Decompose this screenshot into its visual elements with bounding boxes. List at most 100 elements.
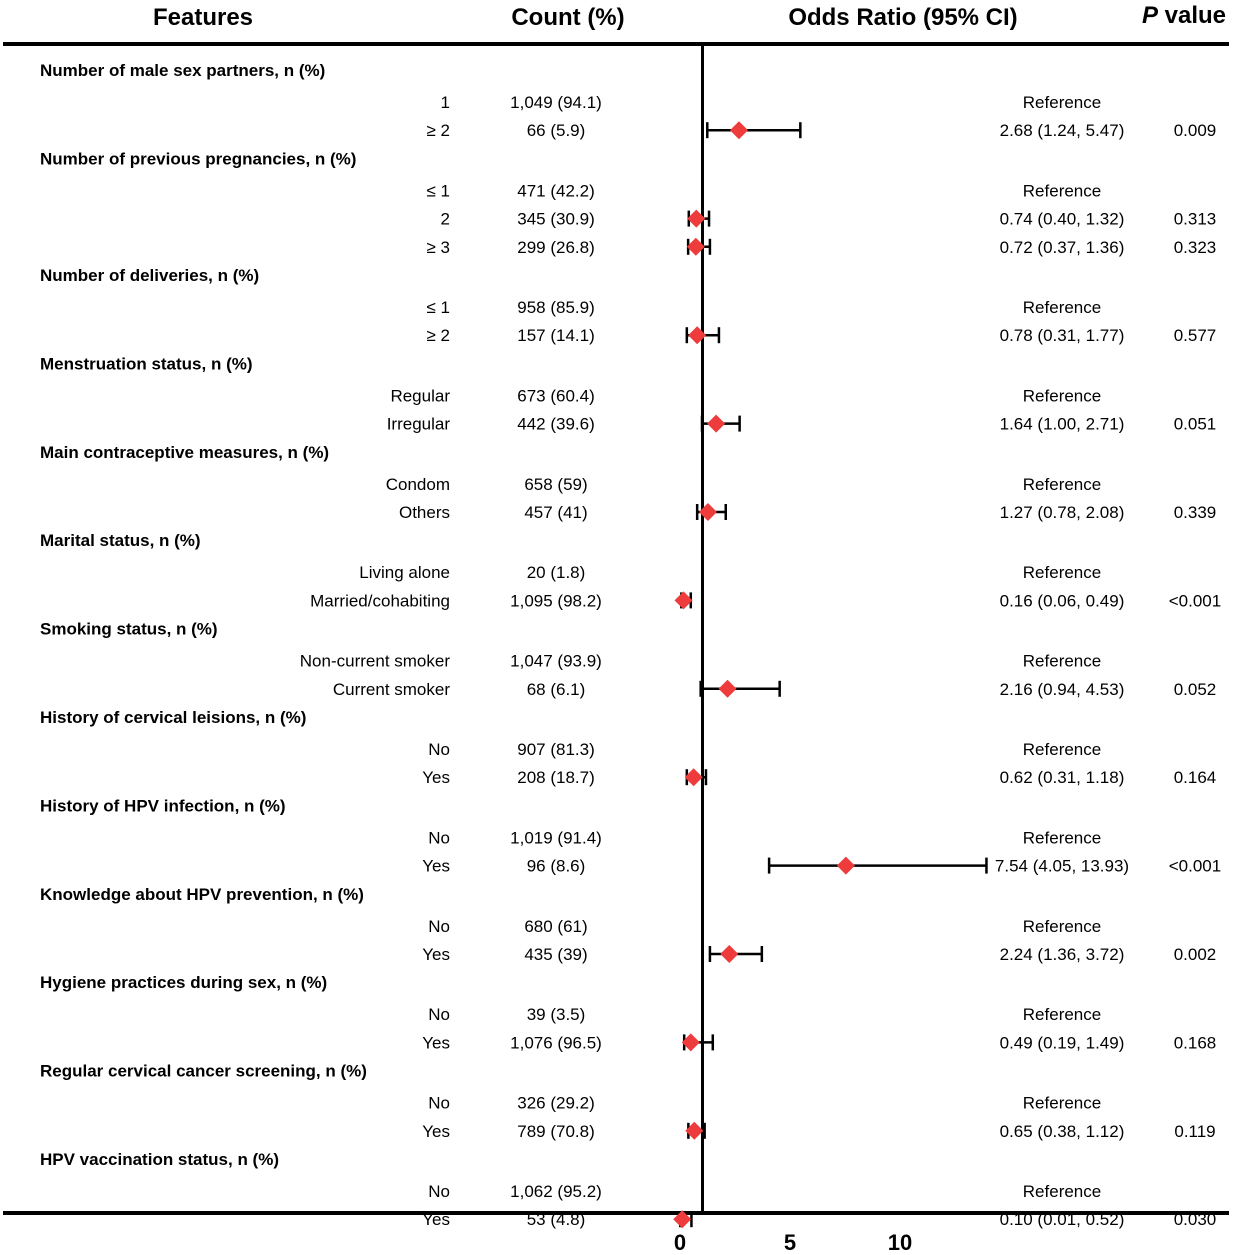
row-count: 1,049 (94.1) [510,93,602,112]
x-tick-label: 0 [674,1230,686,1255]
row-count: 1,076 (96.5) [510,1033,602,1052]
header-p-value: P value [1142,2,1226,29]
row-count: 457 (41) [524,503,587,522]
row-level: ≥ 2 [426,121,450,140]
row-level: ≤ 1 [426,298,450,317]
row-level: Yes [422,857,450,876]
row-odds-ratio: 0.72 (0.37, 1.36) [1000,238,1125,257]
point-estimate [720,945,739,963]
row-p-value: 0.119 [1174,1122,1215,1141]
row-level: No [428,1094,450,1113]
row-p-value: 0.051 [1174,415,1217,434]
x-tick-label: 10 [888,1230,912,1255]
group-label: Regular cervical cancer screening, n (%) [40,1062,367,1081]
row-p-value: <0.001 [1169,857,1221,876]
row-level: Regular [390,386,450,405]
header-count: Count (%) [511,4,624,31]
row-level: 2 [441,210,450,229]
row-count: 907 (81.3) [517,740,595,759]
row-count: 39 (3.5) [527,1005,586,1024]
header-p-suffix: value [1158,2,1226,29]
row-odds-ratio: 0.49 (0.19, 1.49) [1000,1033,1125,1052]
x-axis: 0 5 10 [674,1230,912,1255]
row-p-value: 0.323 [1174,238,1217,257]
row-count: 435 (39) [524,945,587,964]
point-estimate [718,679,737,698]
forest-rows: Number of male sex partners, n (%) 1 1,049… [40,61,1221,1229]
row-level: Irregular [387,415,451,434]
row-odds-ratio: 0.65 (0.38, 1.12) [1000,1122,1125,1141]
row-odds-ratio: Reference [1023,386,1101,405]
row-count: 680 (61) [524,917,587,936]
group-label: Smoking status, n (%) [40,620,218,639]
row-odds-ratio: 1.64 (1.00, 2.71) [1000,415,1125,434]
header-features: Features [153,4,253,31]
group-label: Number of deliveries, n (%) [40,266,259,285]
row-count: 1,095 (98.2) [510,591,602,610]
header-odds-ratio: Odds Ratio (95% CI) [788,4,1017,31]
row-count: 20 (1.8) [527,563,586,582]
row-level: Yes [422,1210,450,1229]
point-estimate [836,856,855,875]
row-level: Condom [386,475,450,494]
point-estimate [688,326,707,345]
group-label: HPV vaccination status, n (%) [40,1150,279,1169]
x-tick-label: 5 [784,1230,796,1255]
row-odds-ratio: Reference [1023,181,1101,200]
row-count: 66 (5.9) [527,121,586,140]
row-odds-ratio: Reference [1023,475,1101,494]
group-label: Number of previous pregnancies, n (%) [40,149,356,168]
row-odds-ratio: 1.27 (0.78, 2.08) [1000,503,1125,522]
row-level: Others [399,503,450,522]
row-count: 326 (29.2) [517,1094,595,1113]
point-estimate [684,768,703,787]
row-level: Married/cohabiting [310,591,450,610]
row-odds-ratio: Reference [1023,1005,1101,1024]
header-p-letter: P [1142,2,1159,29]
row-level: No [428,1182,450,1201]
row-p-value: 0.339 [1174,503,1217,522]
row-odds-ratio: 2.68 (1.24, 5.47) [1000,121,1125,140]
row-level: Yes [422,1122,450,1141]
row-p-value: 0.577 [1174,326,1217,345]
row-level: ≥ 3 [426,238,450,257]
row-odds-ratio: Reference [1023,563,1101,582]
row-count: 53 (4.8) [527,1210,586,1229]
row-odds-ratio: 7.54 (4.05, 13.93) [995,857,1129,876]
row-level: Current smoker [333,680,450,699]
row-count: 789 (70.8) [517,1122,595,1141]
row-level: Non-current smoker [300,652,451,671]
group-label: Main contraceptive measures, n (%) [40,443,329,462]
row-count: 1,062 (95.2) [510,1182,602,1201]
row-count: 1,019 (91.4) [510,828,602,847]
row-odds-ratio: 2.16 (0.94, 4.53) [1000,680,1125,699]
point-estimate [707,414,726,433]
row-count: 96 (8.6) [527,857,586,876]
group-label: History of cervical leisions, n (%) [40,708,306,727]
point-estimate [686,237,705,256]
point-estimate [673,1210,692,1229]
point-estimate [674,591,693,610]
row-level: No [428,828,450,847]
row-level: Yes [422,768,450,787]
row-odds-ratio: 0.78 (0.31, 1.77) [1000,326,1125,345]
row-count: 345 (30.9) [517,210,595,229]
row-p-value: 0.052 [1174,680,1217,699]
row-odds-ratio: Reference [1023,93,1101,112]
row-odds-ratio: Reference [1023,828,1101,847]
group-label: History of HPV infection, n (%) [40,796,286,815]
row-level: No [428,917,450,936]
row-odds-ratio: 2.24 (1.36, 3.72) [1000,945,1125,964]
row-count: 68 (6.1) [527,680,586,699]
row-odds-ratio: Reference [1023,1094,1101,1113]
row-odds-ratio: 0.10 (0.01, 0.52) [1000,1210,1125,1229]
row-count: 442 (39.6) [517,415,595,434]
row-level: 1 [441,93,450,112]
row-level: ≤ 1 [426,181,450,200]
row-level: ≥ 2 [426,326,450,345]
row-p-value: 0.313 [1174,210,1217,229]
row-count: 471 (42.2) [517,181,595,200]
group-label: Menstruation status, n (%) [40,354,253,373]
row-odds-ratio: Reference [1023,1182,1101,1201]
